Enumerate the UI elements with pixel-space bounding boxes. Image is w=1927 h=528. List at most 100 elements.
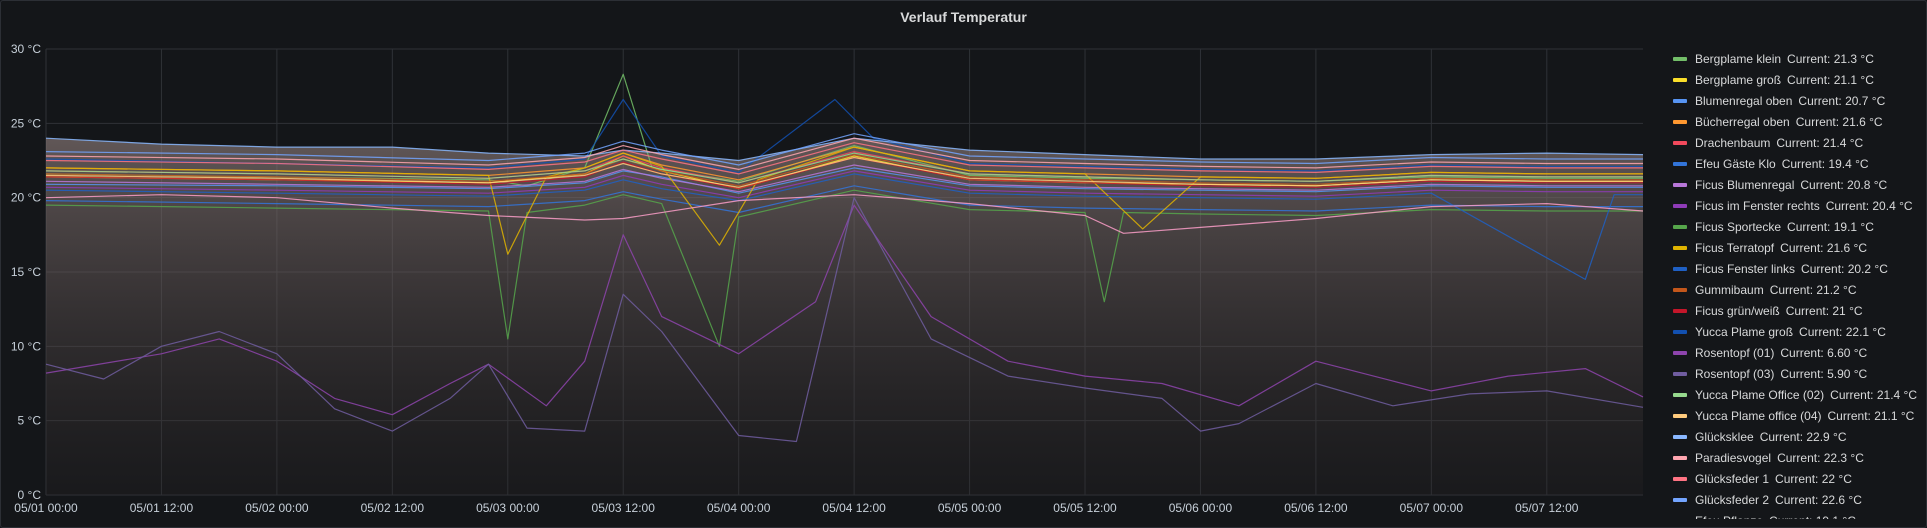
legend-series-name: Yucca Plame groß	[1695, 325, 1794, 339]
series-line-12[interactable]	[45, 154, 1643, 187]
legend-swatch	[1673, 350, 1687, 355]
series-line-16[interactable]	[45, 197, 1644, 443]
x-tick-label: 05/03 12:00	[592, 501, 656, 515]
legend-item[interactable]: Bergplame groß Current: 21.1 °C	[1673, 70, 1925, 91]
legend-current-value: Current: 22.1 °C	[1799, 325, 1886, 339]
legend-current-value: Current: 5.90 °C	[1780, 367, 1868, 381]
panel-title: Verlauf Temperatur	[900, 9, 1027, 25]
legend-item[interactable]: Yucca Plame office (04) Current: 21.1 °C	[1673, 406, 1925, 427]
legend-series-name: Paradiesvogel	[1695, 451, 1772, 465]
legend-item[interactable]: Ficus Blumenregal Current: 20.8 °C	[1673, 175, 1925, 196]
legend-current-value: Current: 20.8 °C	[1800, 178, 1888, 192]
series-line-11[interactable]	[45, 173, 1643, 280]
legend-item[interactable]: Rosentopf (03) Current: 5.90 °C	[1673, 364, 1925, 385]
series-line-14[interactable]	[45, 98, 1643, 173]
legend-swatch	[1673, 392, 1687, 397]
legend-item[interactable]: Ficus Fenster links Current: 20.2 °C	[1673, 259, 1925, 280]
legend-swatch	[1673, 182, 1687, 187]
legend-current-value: Current: 6.60 °C	[1780, 346, 1868, 360]
x-tick-label: 05/07 00:00	[1400, 501, 1464, 515]
legend-current-value: Current: 22.3 °C	[1777, 451, 1864, 465]
legend-item[interactable]: Efeu Pflanze Current: 19.1 °C	[1673, 511, 1925, 519]
legend-series-name: Glücksklee	[1695, 430, 1754, 444]
legend-series-name: Glücksfeder 1	[1695, 472, 1770, 486]
series-line-18[interactable]	[45, 156, 1643, 188]
series-line-17[interactable]	[45, 152, 1643, 184]
x-tick-label: 05/04 12:00	[822, 501, 886, 515]
legend-item[interactable]: Glücksklee Current: 22.9 °C	[1673, 427, 1925, 448]
legend-swatch	[1673, 308, 1687, 313]
legend-item[interactable]: Drachenbaum Current: 21.4 °C	[1673, 133, 1925, 154]
y-tick-label: 10 °C	[11, 339, 41, 353]
legend-item[interactable]: Glücksfeder 1 Current: 22 °C	[1673, 469, 1925, 490]
series-line-6[interactable]	[45, 185, 1643, 214]
series-line-21[interactable]	[45, 142, 1643, 175]
legend-series-name: Glücksfeder 2	[1695, 493, 1770, 507]
legend: Bergplame klein Current: 21.3 °C Bergplame…	[1673, 49, 1925, 519]
legend-item[interactable]: Ficus Sportecke Current: 19.1 °C	[1673, 217, 1925, 238]
legend-series-name: Bergplame klein	[1695, 52, 1782, 66]
legend-series-name: Bücherregal oben	[1695, 115, 1790, 129]
legend-swatch	[1673, 476, 1687, 481]
legend-item[interactable]: Bergplame klein Current: 21.3 °C	[1673, 49, 1925, 70]
legend-item[interactable]: Ficus grün/weiß Current: 21 °C	[1673, 301, 1925, 322]
series-line-3[interactable]	[45, 167, 1643, 194]
legend-series-name: Rosentopf (03)	[1695, 367, 1775, 381]
legend-swatch	[1673, 56, 1687, 61]
series-line-9[interactable]	[45, 189, 1643, 347]
legend-series-name: Yucca Plame office (04)	[1695, 409, 1822, 423]
legend-swatch	[1673, 455, 1687, 460]
legend-item[interactable]: Efeu Gäste Klo Current: 19.4 °C	[1673, 154, 1925, 175]
legend-swatch	[1673, 77, 1687, 82]
y-tick-label: 5 °C	[18, 414, 42, 428]
series-line-19[interactable]	[45, 137, 1644, 162]
legend-current-value: Current: 21.6 °C	[1795, 115, 1883, 129]
x-tick-label: 05/06 12:00	[1284, 501, 1348, 515]
legend-series-name: Ficus Fenster links	[1695, 262, 1796, 276]
legend-item[interactable]: Bücherregal oben Current: 21.6 °C	[1673, 112, 1925, 133]
x-tick-label: 05/01 12:00	[130, 501, 194, 515]
x-tick-label: 05/01 00:00	[14, 501, 78, 515]
legend-item[interactable]: Rosentopf (01) Current: 6.60 °C	[1673, 343, 1925, 364]
legend-swatch	[1673, 266, 1687, 271]
x-tick-label: 05/05 12:00	[1053, 501, 1117, 515]
legend-series-name: Blumenregal oben	[1695, 94, 1793, 108]
series-line-22[interactable]	[45, 133, 1643, 166]
legend-item[interactable]: Glücksfeder 2 Current: 22.6 °C	[1673, 490, 1925, 511]
legend-item[interactable]: Paradiesvogel Current: 22.3 °C	[1673, 448, 1925, 469]
legend-current-value: Current: 19.4 °C	[1781, 157, 1869, 171]
legend-swatch	[1673, 329, 1687, 334]
x-tick-label: 05/07 12:00	[1515, 501, 1579, 515]
legend-item[interactable]: Ficus im Fenster rechts Current: 20.4 °C	[1673, 196, 1925, 217]
legend-current-value: Current: 21.2 °C	[1769, 283, 1857, 297]
y-tick-label: 15 °C	[11, 265, 41, 279]
legend-item[interactable]: Yucca Plame Office (02) Current: 21.4 °C	[1673, 385, 1925, 406]
legend-swatch	[1673, 161, 1687, 166]
legend-item[interactable]: Ficus Terratopf Current: 21.6 °C	[1673, 238, 1925, 259]
legend-series-name: Bergplame groß	[1695, 73, 1782, 87]
series-line-23[interactable]	[45, 194, 1644, 234]
y-tick-label: 20 °C	[11, 191, 41, 205]
legend-swatch	[1673, 203, 1687, 208]
legend-item[interactable]: Blumenregal oben Current: 20.7 °C	[1673, 91, 1925, 112]
legend-series-name: Ficus Sportecke	[1695, 220, 1782, 234]
legend-swatch	[1673, 224, 1687, 229]
y-tick-label: 30 °C	[11, 42, 41, 56]
series-line-7[interactable]	[45, 164, 1643, 193]
series-line-20[interactable]	[45, 137, 1643, 170]
series-line-8[interactable]	[45, 170, 1643, 199]
x-tick-label: 05/05 00:00	[938, 501, 1002, 515]
legend-current-value: Current: 22 °C	[1775, 472, 1852, 486]
area-fill	[46, 138, 1643, 495]
legend-item[interactable]: Yucca Plame groß Current: 22.1 °C	[1673, 322, 1925, 343]
legend-current-value: Current: 19.1 °C	[1769, 514, 1856, 519]
legend-series-name: Efeu Pflanze	[1695, 514, 1763, 519]
legend-item[interactable]: Gummibaum Current: 21.2 °C	[1673, 280, 1925, 301]
y-tick-label: 0 °C	[18, 488, 42, 502]
legend-current-value: Current: 21.4 °C	[1776, 136, 1864, 150]
legend-current-value: Current: 21.1 °C	[1787, 73, 1874, 87]
series-line-15[interactable]	[45, 204, 1644, 416]
series-line-10[interactable]	[45, 146, 1643, 255]
